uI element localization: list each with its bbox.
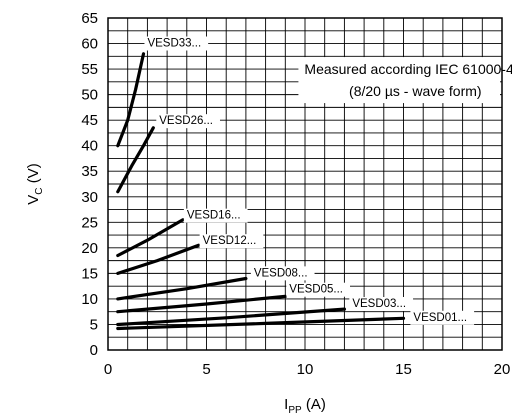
y-tick-label: 45 bbox=[81, 112, 98, 129]
y-tick-label: 15 bbox=[81, 265, 98, 282]
y-axis-title-main: V bbox=[25, 195, 42, 205]
series-lines bbox=[116, 52, 406, 331]
y-axis-title-sub: C bbox=[34, 187, 45, 194]
y-tick-label: 20 bbox=[81, 240, 98, 257]
x-axis-title-sub: PP bbox=[288, 405, 302, 416]
x-tick-label: 15 bbox=[395, 361, 412, 378]
series-label: VESD16... bbox=[187, 210, 241, 222]
series-line bbox=[116, 316, 406, 331]
series-label-bg bbox=[410, 310, 475, 325]
x-tick-labels: 0 5 10 15 20 bbox=[104, 361, 511, 378]
y-axis-title-unit: (V) bbox=[25, 163, 42, 187]
y-axis-title: VC (V) bbox=[25, 163, 45, 204]
annotation-line: Measured according IEC 61000-4-5 bbox=[304, 61, 512, 77]
y-tick-label: 5 bbox=[90, 316, 98, 333]
series-label-bg bbox=[349, 297, 414, 312]
y-tick-label: 50 bbox=[81, 87, 98, 104]
series-labels: VESD33... VESD26... VESD16... VESD12... VESD… bbox=[144, 36, 475, 325]
series-line bbox=[116, 126, 155, 194]
series-line bbox=[116, 243, 201, 275]
series-line bbox=[116, 52, 146, 148]
annotation-line: (8/20 µs - wave form) bbox=[349, 83, 482, 99]
y-tick-label: 65 bbox=[81, 10, 98, 27]
series-line bbox=[116, 307, 346, 327]
y-tick-label: 55 bbox=[81, 61, 98, 78]
series-label: VESD05... bbox=[289, 284, 343, 296]
annotation: Measured according IEC 61000-4-5 (8/20 µs… bbox=[298, 57, 512, 104]
x-axis-title: IPP (A) bbox=[284, 396, 326, 416]
y-tick-label: 35 bbox=[81, 163, 98, 180]
series-label: VESD01... bbox=[413, 312, 467, 324]
series-label-bg bbox=[286, 282, 351, 297]
x-axis-title-unit: (A) bbox=[302, 396, 326, 413]
series-label-bg bbox=[250, 266, 315, 281]
y-tick-labels: 0 5 10 15 20 25 30 35 40 45 50 55 60 65 bbox=[81, 10, 98, 359]
y-tick-label: 25 bbox=[81, 214, 98, 231]
x-tick-label: 20 bbox=[494, 361, 511, 378]
y-tick-label: 0 bbox=[90, 342, 98, 359]
series-label-bg bbox=[144, 36, 209, 51]
series-line bbox=[116, 294, 287, 314]
x-tick-label: 5 bbox=[202, 361, 210, 378]
series-label: VESD03... bbox=[352, 298, 406, 310]
y-tick-label: 40 bbox=[81, 138, 98, 155]
y-tick-label: 10 bbox=[81, 291, 98, 308]
x-tick-label: 0 bbox=[104, 361, 112, 378]
annotation-bg bbox=[298, 57, 500, 104]
x-axis-title-main: I bbox=[284, 396, 288, 413]
plot-frame bbox=[107, 17, 503, 351]
series-label: VESD12... bbox=[203, 235, 257, 247]
y-tick-label: 30 bbox=[81, 189, 98, 206]
series-label: VESD08... bbox=[254, 267, 308, 279]
series-label-bg bbox=[199, 234, 264, 249]
series-line bbox=[116, 276, 248, 301]
series-label-bg bbox=[156, 114, 220, 129]
series-line bbox=[116, 218, 185, 258]
x-tick-label: 10 bbox=[297, 361, 314, 378]
series-label: VESD26... bbox=[159, 115, 213, 127]
series-label: VESD33... bbox=[147, 38, 201, 50]
y-tick-label: 60 bbox=[81, 36, 98, 53]
series-label-bg bbox=[183, 208, 248, 223]
